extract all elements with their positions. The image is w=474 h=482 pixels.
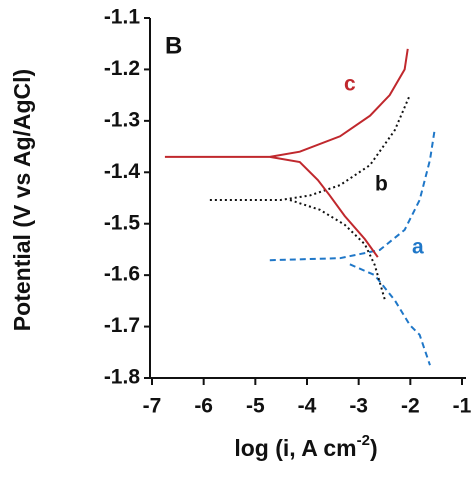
- x-tick-label: -3: [349, 395, 368, 418]
- x-tick-label: -7: [143, 395, 162, 418]
- curve-label: a: [412, 236, 424, 259]
- y-tick-label: -1.3: [104, 108, 140, 131]
- y-tick-label: -1.8: [104, 366, 141, 389]
- y-axis-label: Potential (V vs Ag/AgCl): [9, 69, 35, 331]
- y-tick-label: -1.4: [104, 160, 141, 183]
- y-tick-label: -1.1: [104, 6, 141, 29]
- x-tick-label: -2: [401, 395, 420, 418]
- y-tick-label: -1.6: [104, 263, 140, 286]
- panel-label: B: [165, 32, 182, 59]
- x-label-sup: -2: [357, 432, 370, 449]
- x-tick-label: -5: [246, 395, 265, 418]
- y-tick-label: -1.2: [104, 57, 140, 80]
- x-label-text: log (i, A cm: [234, 435, 356, 461]
- x-tick-label: -6: [194, 395, 213, 418]
- x-axis-label: log (i, A cm-2): [234, 432, 377, 461]
- x-tick-label: -1: [453, 395, 472, 418]
- x-tick-label: -4: [298, 395, 317, 418]
- curve: [209, 94, 411, 301]
- x-label-text: ): [370, 435, 378, 461]
- y-tick-label: -1.7: [104, 314, 140, 337]
- curve-label: b: [375, 173, 388, 196]
- curve-label: c: [344, 73, 356, 96]
- y-tick-label: -1.5: [104, 211, 141, 234]
- curve: [164, 48, 409, 258]
- curve: [269, 129, 436, 366]
